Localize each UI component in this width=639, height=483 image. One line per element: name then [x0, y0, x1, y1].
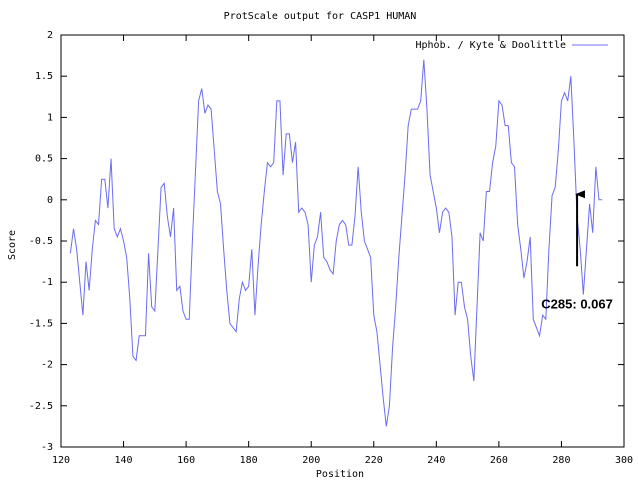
x-tick-label: 280: [552, 455, 570, 466]
y-tick-label: 1.5: [35, 71, 53, 82]
y-tick-label: -2: [41, 360, 53, 371]
x-tick-label: 260: [490, 455, 508, 466]
x-tick-label: 140: [115, 455, 133, 466]
y-tick-label: -3: [41, 442, 53, 453]
y-tick-label: -0.5: [29, 236, 53, 247]
x-tick-label: 120: [52, 455, 70, 466]
data-line: [69, 59, 603, 427]
x-tick-label: 300: [615, 455, 633, 466]
y-tick-label: -2.5: [29, 401, 53, 412]
y-axis-label: Score: [7, 230, 18, 260]
y-tick-label: 0: [47, 195, 53, 206]
y-tick-label: 1: [47, 112, 53, 123]
y-tick-label: 0.5: [35, 154, 53, 165]
annotation-label: C285: 0.067: [541, 297, 613, 312]
x-tick-label: 220: [365, 455, 383, 466]
legend-label: Hphob. / Kyte & Doolittle: [415, 40, 566, 51]
y-tick-label: -1.5: [29, 318, 53, 329]
x-tick-label: 180: [240, 455, 258, 466]
chart-title: ProtScale output for CASP1 HUMAN: [224, 11, 417, 22]
y-tick-label: -1: [41, 277, 53, 288]
x-tick-label: 200: [302, 455, 320, 466]
x-tick-label: 160: [177, 455, 195, 466]
x-tick-label: 240: [427, 455, 445, 466]
x-axis-label: Position: [316, 469, 364, 480]
y-tick-label: 2: [47, 30, 53, 41]
